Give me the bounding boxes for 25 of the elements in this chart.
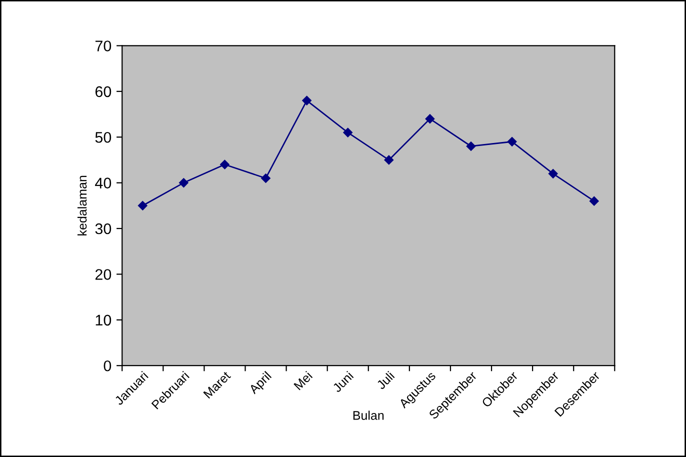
point bbox=[384, 155, 394, 165]
y-tick-label: 40 bbox=[95, 178, 112, 188]
y-tick-label: 10 bbox=[96, 314, 112, 326]
point bbox=[179, 178, 188, 188]
point bbox=[261, 174, 270, 183]
point bbox=[466, 142, 476, 151]
point bbox=[138, 201, 148, 210]
point bbox=[590, 196, 599, 206]
y-tick-label: 20 bbox=[95, 269, 112, 280]
y-tick-label: 0 bbox=[104, 360, 112, 372]
point bbox=[507, 137, 517, 146]
point bbox=[302, 96, 312, 106]
y-tick-label: 70 bbox=[95, 40, 112, 52]
point bbox=[220, 160, 230, 170]
y-tick-label: 60 bbox=[95, 86, 112, 98]
y-tick-label: 50 bbox=[95, 132, 112, 143]
y-axis-title: kedalaman bbox=[77, 176, 87, 236]
y-tick-label: 30 bbox=[95, 223, 112, 234]
x-tick-label: Juli bbox=[376, 370, 395, 390]
point bbox=[548, 169, 558, 178]
x-tick-label: Juni bbox=[332, 370, 354, 393]
point bbox=[343, 128, 352, 138]
x-axis-title: Bulan bbox=[353, 410, 384, 420]
point bbox=[425, 114, 435, 124]
x-tick-label: Mei bbox=[293, 370, 313, 390]
